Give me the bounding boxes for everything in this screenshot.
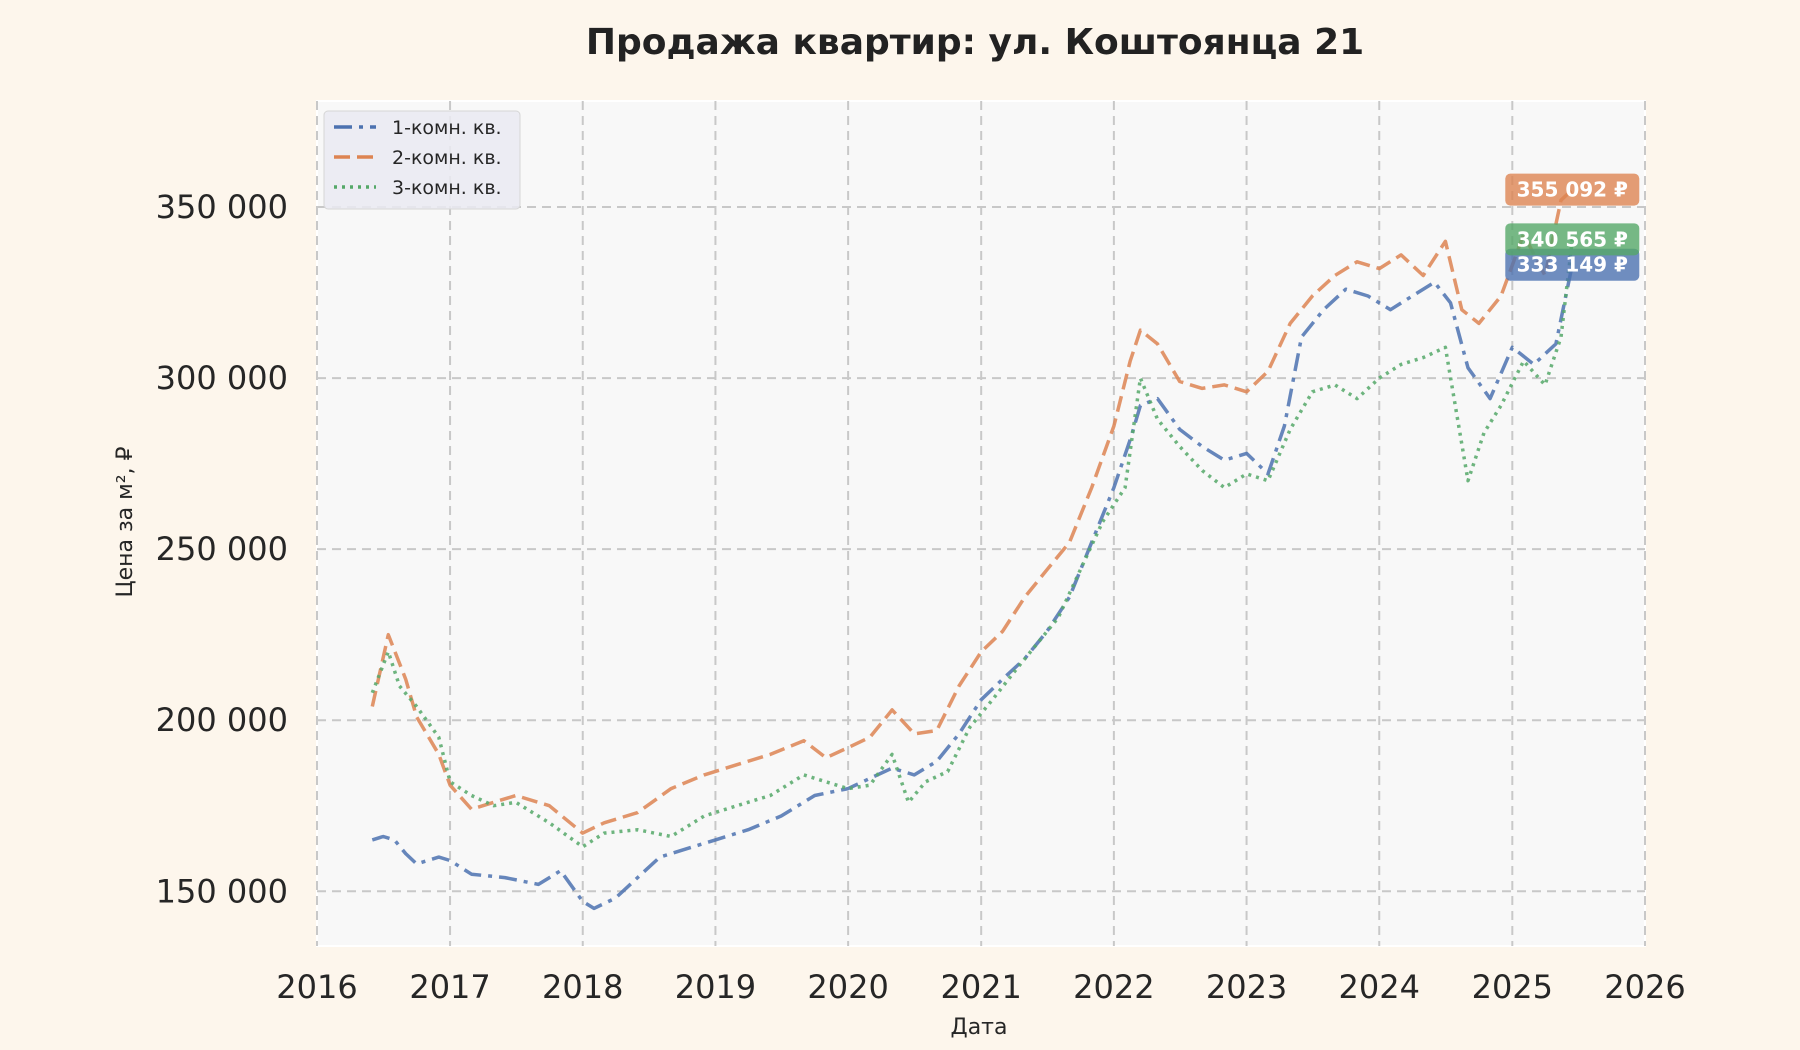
end-value-badge (1505, 223, 1640, 256)
legend-entry-label: 2-комн. кв. (392, 147, 502, 169)
x-tick-label: 2023 (1206, 968, 1287, 1006)
grid-lines (316, 101, 1646, 946)
y-tick-labels: 150 000 200 000 250 000 300 000 350 000 (156, 188, 288, 910)
legend-entry-label: 1-комн. кв. (392, 117, 502, 139)
end-value-labels: 333 149 ₽ 355 092 ₽ 340 565 ₽ (1505, 173, 1640, 281)
x-tick-label: 2017 (409, 968, 490, 1006)
x-tick-label: 2026 (1604, 968, 1685, 1006)
end-value-label: 340 565 ₽ (1517, 227, 1628, 251)
x-tick-label: 2020 (807, 968, 888, 1006)
y-tick-label: 150 000 (156, 872, 288, 910)
end-value-label: 355 092 ₽ (1517, 178, 1628, 202)
legend-entry-label: 3-комн. кв. (392, 177, 502, 199)
x-tick-labels: 2016 2017 2018 2019 2020 2021 2022 2023 2024 2025… (276, 968, 1685, 1006)
series-layer (370, 188, 1575, 911)
legend-box (323, 110, 521, 210)
x-axis-label: Дата (951, 1015, 1008, 1040)
y-axis-label: Цена за м², ₽ (113, 446, 138, 597)
end-value-badge (1505, 173, 1640, 206)
legend: 1-комн. кв. 2-комн. кв. 3-комн. кв. (323, 110, 521, 210)
x-tick-label: 2022 (1073, 968, 1154, 1006)
end-value-badge (1505, 248, 1640, 281)
series-line (370, 239, 1575, 849)
series-line (370, 188, 1574, 835)
x-tick-label: 2019 (675, 968, 756, 1006)
y-tick-label: 350 000 (156, 188, 288, 226)
x-tick-label: 2016 (276, 968, 357, 1006)
x-tick-label: 2024 (1339, 968, 1420, 1006)
y-tick-label: 250 000 (156, 530, 288, 568)
x-tick-label: 2018 (542, 968, 623, 1006)
y-tick-label: 300 000 (156, 359, 288, 397)
end-value-label: 333 149 ₽ (1517, 253, 1628, 277)
x-tick-label: 2025 (1472, 968, 1553, 1006)
chart-title: Продажа квартир: ул. Коштоянца 21 (586, 22, 1364, 63)
y-tick-label: 200 000 (156, 701, 288, 739)
series-line (371, 264, 1575, 911)
x-tick-label: 2021 (940, 968, 1021, 1006)
